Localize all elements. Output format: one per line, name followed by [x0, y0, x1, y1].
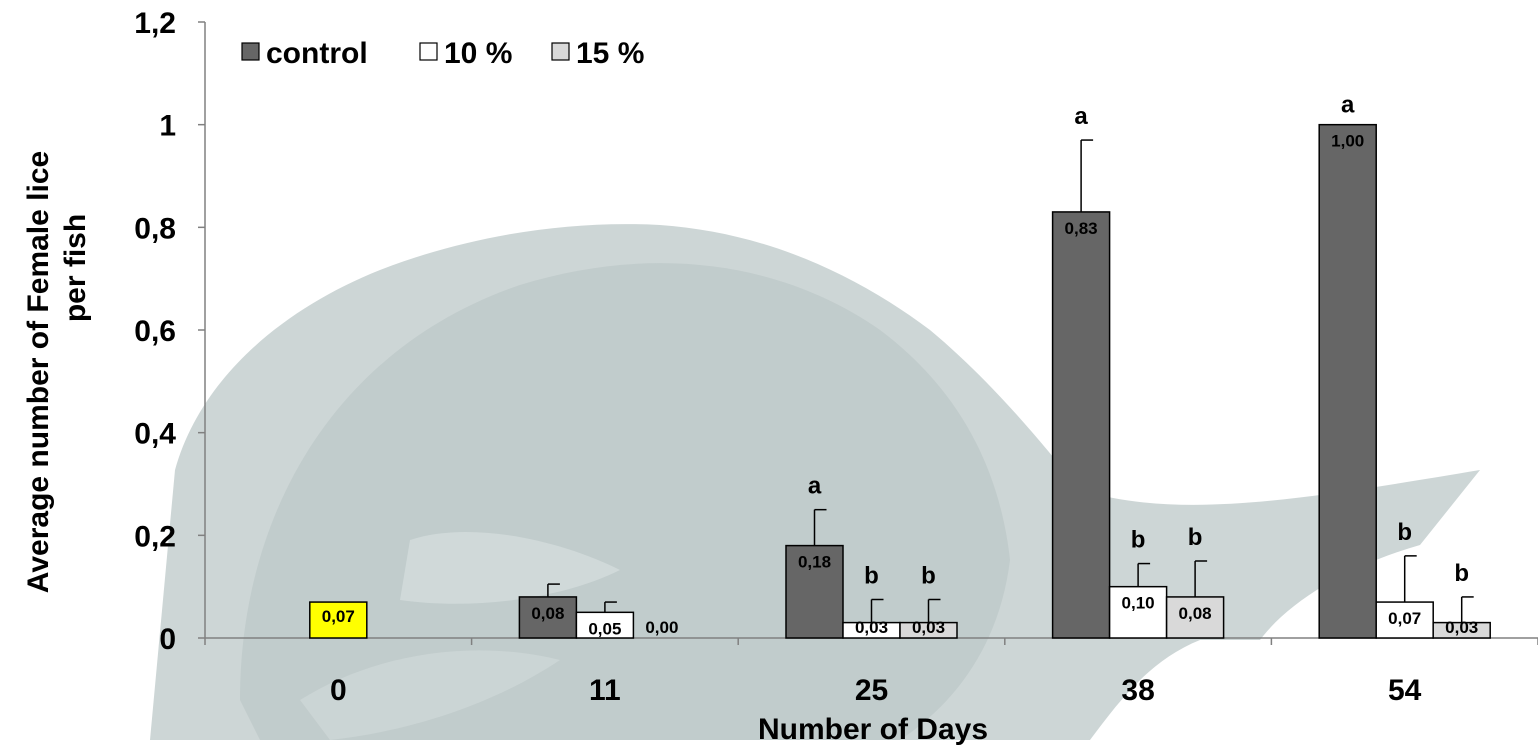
y-tick-label: 1,2 — [134, 7, 176, 40]
legend-label: 15 % — [576, 37, 644, 70]
legend-label: 10 % — [444, 37, 512, 70]
data-label: 0,00 — [645, 618, 678, 637]
significance-letter: b — [921, 563, 936, 590]
data-label: 0,05 — [588, 619, 621, 638]
y-axis-title-line-2: per fish — [59, 214, 92, 322]
x-tick-label: 11 — [589, 674, 621, 707]
significance-letter: a — [1074, 103, 1088, 130]
legend-swatch — [551, 42, 570, 61]
data-label: 0,03 — [855, 618, 888, 637]
legend-label: control — [266, 37, 368, 70]
data-label: 0,18 — [798, 553, 831, 572]
bar-control — [1318, 123, 1377, 639]
bar-10 — [1375, 601, 1434, 639]
significance-letter: a — [808, 473, 822, 500]
significance-letter: b — [1397, 519, 1412, 546]
y-axis-title-line-1: Average number of Female lice — [22, 151, 55, 593]
legend-swatch — [241, 42, 260, 61]
x-axis-title: Number of Days — [758, 713, 988, 746]
bar-control — [1051, 211, 1111, 639]
data-label: 0,08 — [531, 604, 564, 623]
axes: 0 0,2 0,4 0,6 0,8 1 1,2 0 11 25 38 54 — [134, 7, 1538, 707]
bar-control — [785, 544, 844, 639]
bars — [309, 123, 1491, 639]
legend-swatch — [419, 42, 438, 61]
x-tick-label: 54 — [1388, 674, 1422, 707]
significance-letter: a — [1341, 92, 1355, 119]
legend: control 10 % 15 % — [241, 37, 644, 70]
significance-letter: b — [1188, 524, 1203, 551]
y-tick-label: 0,8 — [134, 212, 176, 245]
data-label: 0,08 — [1179, 604, 1212, 623]
data-label: 0,10 — [1122, 594, 1155, 613]
data-label: 0,07 — [1388, 609, 1421, 628]
data-label-initial: 0,07 — [322, 607, 355, 626]
data-labels: 0,07 0,08 0,18 a 0,83 a 1,00 a 0,05 0,03 b 0,10 b 0,0… — [322, 92, 1478, 639]
y-tick-label: 1 — [159, 110, 176, 143]
y-tick-label: 0,4 — [134, 418, 176, 451]
data-label: 1,00 — [1331, 132, 1364, 151]
y-tick-label: 0,6 — [134, 315, 176, 348]
bar-15 — [1165, 596, 1225, 639]
x-tick-label: 38 — [1121, 674, 1154, 707]
data-label: 0,03 — [912, 618, 945, 637]
bar-initial — [309, 601, 368, 639]
data-label: 0,83 — [1065, 219, 1098, 238]
significance-letter: b — [864, 563, 879, 590]
fish-lower-fin — [300, 650, 560, 740]
significance-letter: b — [1131, 527, 1146, 554]
significance-letter: b — [1454, 560, 1469, 587]
x-tick-label: 25 — [855, 674, 888, 707]
y-tick-label: 0,2 — [134, 520, 176, 553]
x-tick-label: 0 — [330, 674, 347, 707]
data-label: 0,03 — [1445, 618, 1478, 637]
y-tick-label: 0 — [159, 623, 176, 656]
fish-fin — [400, 531, 620, 604]
